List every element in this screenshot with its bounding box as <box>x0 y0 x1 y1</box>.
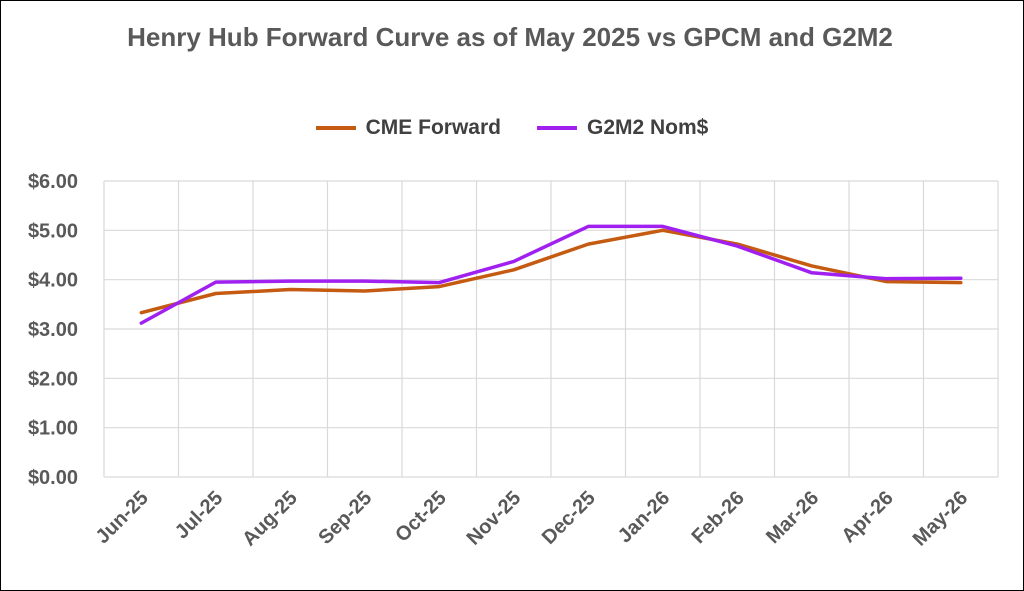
series-line-1 <box>139 224 963 325</box>
data-point-0 <box>437 285 441 289</box>
data-point-0 <box>288 288 292 292</box>
legend-swatch-g2m2-nom <box>536 126 577 130</box>
data-point-0 <box>214 291 218 295</box>
x-tick-label: Feb-26 <box>688 487 749 548</box>
y-tick-label: $0.00 <box>28 467 78 489</box>
data-point-1 <box>363 279 367 283</box>
data-point-1 <box>437 281 441 285</box>
legend: CME Forward G2M2 Nom$ <box>0 116 1024 140</box>
x-tick-label: Mar-26 <box>762 487 823 548</box>
data-point-1 <box>959 276 963 280</box>
data-point-1 <box>810 271 814 275</box>
data-point-0 <box>810 264 814 268</box>
y-tick-label: $3.00 <box>28 319 78 341</box>
legend-label-g2m2-nom: G2M2 Nom$ <box>586 116 709 139</box>
x-tick-label: Jun-25 <box>92 487 153 548</box>
x-tick-label: Nov-25 <box>463 487 526 550</box>
x-tick-label: Oct-25 <box>391 487 451 547</box>
data-point-1 <box>288 279 292 283</box>
data-point-1 <box>884 277 888 281</box>
data-point-0 <box>586 242 590 246</box>
x-tick-label: Apr-26 <box>837 487 897 547</box>
x-tick-label: Jul-25 <box>171 487 227 543</box>
y-tick-label: $6.00 <box>28 171 78 193</box>
data-point-1 <box>661 224 665 228</box>
legend-item-g2m2-nom: G2M2 Nom$ <box>536 116 709 140</box>
data-point-0 <box>139 311 143 315</box>
chart-title: Henry Hub Forward Curve as of May 2025 v… <box>127 22 893 52</box>
x-tick-label: Dec-25 <box>538 487 600 549</box>
y-tick-label: $2.00 <box>28 368 78 390</box>
x-tick-label: May-26 <box>909 487 973 551</box>
x-tick-label: Sep-25 <box>314 487 376 549</box>
data-point-1 <box>139 321 143 325</box>
data-point-1 <box>735 244 739 248</box>
legend-label-cme-forward: CME Forward <box>365 116 501 139</box>
y-tick-label: $1.00 <box>28 418 78 440</box>
data-point-0 <box>661 228 665 232</box>
series-line-0 <box>139 228 963 315</box>
data-point-0 <box>959 281 963 285</box>
data-point-1 <box>214 280 218 284</box>
data-point-0 <box>512 268 516 272</box>
y-tick-label: $4.00 <box>28 270 78 292</box>
x-tick-label: Jan-26 <box>614 487 674 547</box>
data-point-1 <box>586 224 590 228</box>
x-tick-label: Aug-25 <box>238 487 301 550</box>
data-point-1 <box>512 259 516 263</box>
data-point-0 <box>363 289 367 293</box>
legend-swatch-cme-forward <box>315 126 356 130</box>
y-tick-label: $5.00 <box>28 220 78 242</box>
legend-item-cme-forward: CME Forward <box>315 116 501 140</box>
